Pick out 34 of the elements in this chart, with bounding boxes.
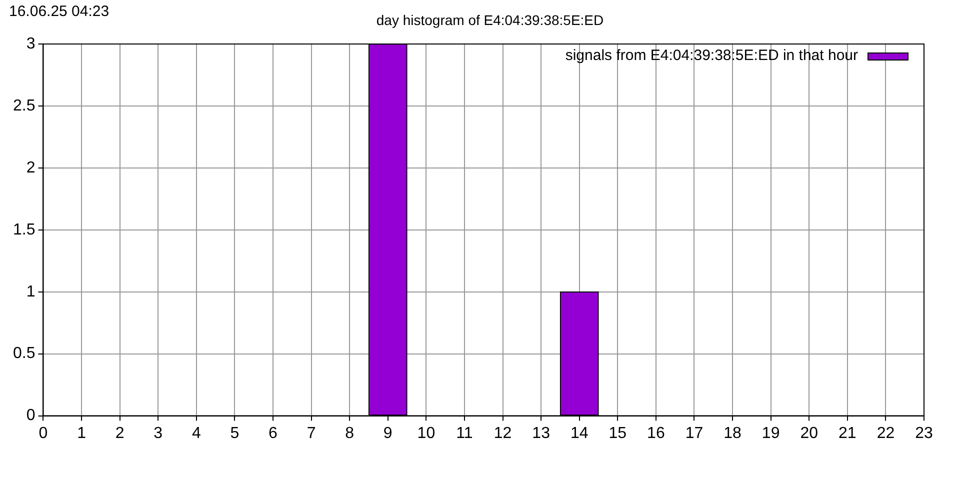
text: 16.06.25 04:23: [9, 3, 110, 20]
x-tick-label: 1: [77, 424, 86, 442]
legend-label: signals from E4:04:39:38:5E:ED in that hour: [565, 47, 858, 64]
x-tick-label: 8: [345, 424, 354, 442]
y-tick-label: 2: [26, 159, 36, 176]
x-tick-label: 7: [306, 424, 316, 442]
x-tick-label: 11: [456, 424, 473, 442]
x-tick-label: 17: [685, 424, 704, 442]
chart-title: day histogram of E4:04:39:38:5E:ED: [376, 12, 604, 28]
x-tick-label: 22: [876, 424, 895, 442]
x-tick-label: 13: [532, 424, 550, 442]
x-tick-label: 20: [800, 424, 818, 442]
x-tick-label: 12: [494, 424, 512, 442]
x-tick-label: 19: [762, 424, 780, 442]
x-tick-label: 5: [230, 424, 240, 442]
y-tick-label: 1.5: [12, 221, 36, 238]
x-tick-label: 10: [417, 424, 436, 442]
x-tick-label: 15: [608, 424, 627, 442]
x-tick-label: 14: [570, 424, 588, 442]
y-tick-label: 3: [26, 35, 36, 52]
x-tick-label: 3: [154, 424, 163, 442]
x-tick-label: 6: [268, 424, 278, 442]
x-tick-label: 9: [383, 424, 392, 442]
x-tick-label: 0: [38, 424, 48, 442]
y-tick-label: 2.5: [12, 97, 36, 114]
y-tick-label: 1: [26, 283, 36, 300]
y-tick-label: 0: [26, 407, 36, 424]
y-tick-label: 0.5: [12, 345, 36, 362]
x-tick-label: 18: [724, 424, 742, 442]
x-tick-label: 4: [192, 424, 201, 442]
x-tick-label: 2: [115, 424, 124, 442]
x-tick-label: 21: [838, 424, 856, 442]
x-tick-label: 23: [915, 424, 933, 442]
x-tick-label: 16: [647, 424, 665, 442]
